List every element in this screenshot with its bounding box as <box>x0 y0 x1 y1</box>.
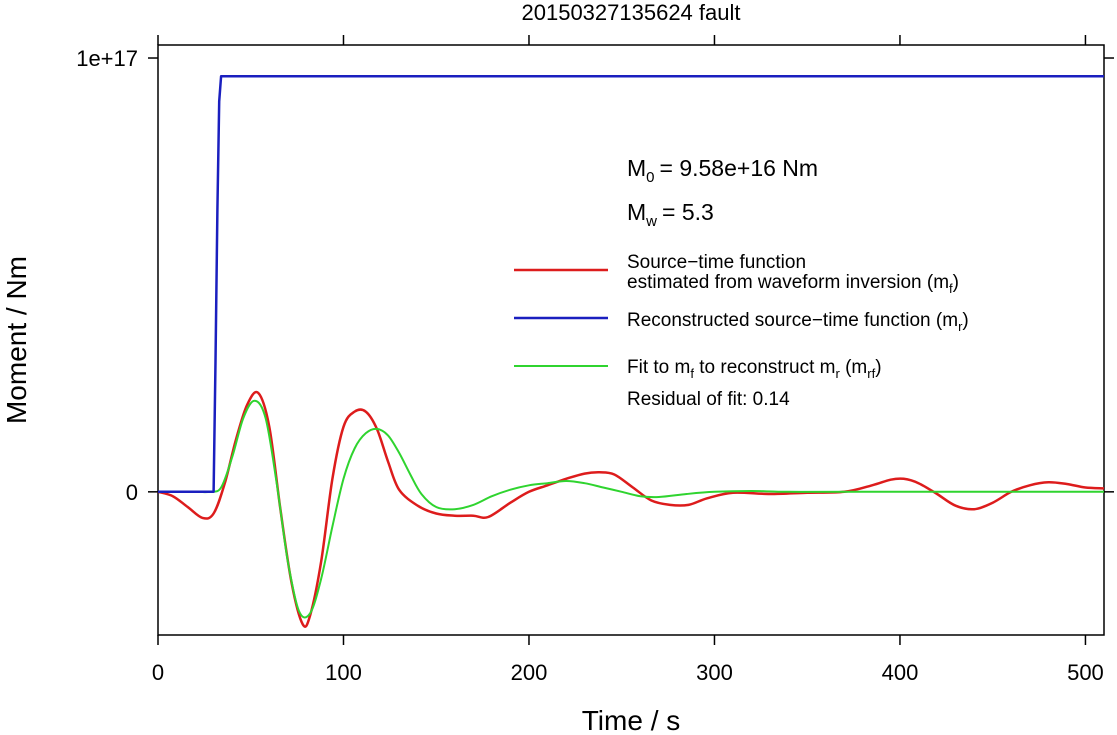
x-tick-label: 200 <box>511 660 548 685</box>
y-tick-label: 1e+17 <box>76 46 138 71</box>
y-tick-label: 0 <box>126 480 138 505</box>
mw-symbol: M <box>627 199 646 225</box>
m0-value: = 9.58e+16 Nm <box>660 155 819 181</box>
x-tick-label: 100 <box>325 660 362 685</box>
x-tick-label: 0 <box>152 660 164 685</box>
m0-subscript: 0 <box>646 169 654 186</box>
legend-label-mf-line1: Source−time function <box>627 252 806 273</box>
x-tick-label: 300 <box>696 660 733 685</box>
residual-annotation: Residual of fit: 0.14 <box>627 389 790 410</box>
m0-annotation: M0 = 9.58e+16 Nm <box>627 155 818 186</box>
plot-frame <box>157 44 1105 636</box>
series-line-mr <box>158 74 1104 494</box>
legend: Source−time function estimated from wave… <box>514 252 969 410</box>
legend-label-mrf: Fit to mf to reconstruct mr (mrf) <box>627 357 882 381</box>
m0-symbol: M <box>627 155 646 181</box>
x-axis: 0 100 200 300 400 500 <box>152 35 1104 685</box>
series-line-mrf <box>158 399 1104 619</box>
legend-label-mf-line2: estimated from waveform inversion (mf) <box>627 272 959 296</box>
mw-annotation: Mw = 5.3 <box>627 199 714 230</box>
y-axis: 0 1e+17 <box>76 46 1114 505</box>
chart-title: 20150327135624 fault <box>522 0 741 25</box>
mw-subscript: w <box>645 213 657 230</box>
y-axis-label: Moment / Nm <box>1 256 32 424</box>
x-axis-label: Time / s <box>582 705 681 735</box>
x-tick-label: 400 <box>882 660 919 685</box>
mw-value: = 5.3 <box>662 199 714 225</box>
series-line-mf <box>157 390 1105 628</box>
legend-label-mr: Reconstructed source−time function (mr) <box>627 310 969 334</box>
series-layer <box>157 74 1105 628</box>
x-tick-label: 500 <box>1067 660 1104 685</box>
